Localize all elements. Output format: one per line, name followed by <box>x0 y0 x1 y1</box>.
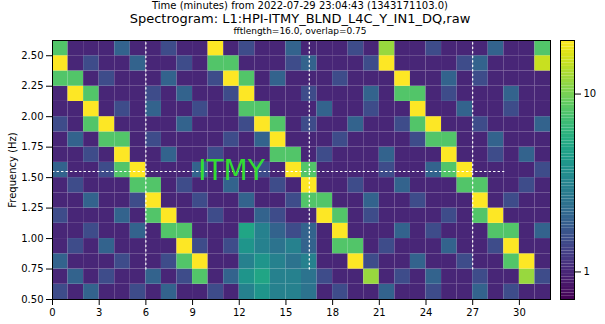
svg-text:1.50: 1.50 <box>21 172 43 183</box>
svg-text:Frequency (Hz): Frequency (Hz) <box>7 132 18 208</box>
svg-text:0.50: 0.50 <box>21 294 43 305</box>
svg-text:15: 15 <box>280 307 293 318</box>
svg-text:0.75: 0.75 <box>21 263 43 274</box>
svg-text:1.00: 1.00 <box>21 233 43 244</box>
svg-text:10: 10 <box>584 88 597 99</box>
svg-text:1.75: 1.75 <box>21 141 43 152</box>
svg-text:18: 18 <box>326 307 339 318</box>
svg-text:30: 30 <box>513 307 526 318</box>
svg-text:12: 12 <box>233 307 246 318</box>
svg-text:2.50: 2.50 <box>21 50 43 61</box>
svg-text:ITMY: ITMY <box>198 154 266 187</box>
svg-text:3: 3 <box>96 307 102 318</box>
html-text:Time (minutes) from 2022-07-29: Time (minutes) from 2022-07-29 23:04:43 … <box>152 0 448 11</box>
svg-text:27: 27 <box>466 307 479 318</box>
svg-text:24: 24 <box>420 307 433 318</box>
html-text:Spectrogram: L1:HPI-ITMY_BLND_: Spectrogram: L1:HPI-ITMY_BLND_L4C_Y_IN1_… <box>129 11 471 26</box>
svg-text:9: 9 <box>189 307 195 318</box>
svg-text:1: 1 <box>584 266 590 277</box>
svg-text:2.00: 2.00 <box>21 111 43 122</box>
svg-text:0: 0 <box>49 307 55 318</box>
svg-text:2.25: 2.25 <box>21 80 43 91</box>
svg-text:1.25: 1.25 <box>21 202 43 213</box>
svg-text:21: 21 <box>373 307 386 318</box>
html-text:fftlength=16.0, overlap=0.75: fftlength=16.0, overlap=0.75 <box>233 26 367 36</box>
svg-text:6: 6 <box>143 307 149 318</box>
